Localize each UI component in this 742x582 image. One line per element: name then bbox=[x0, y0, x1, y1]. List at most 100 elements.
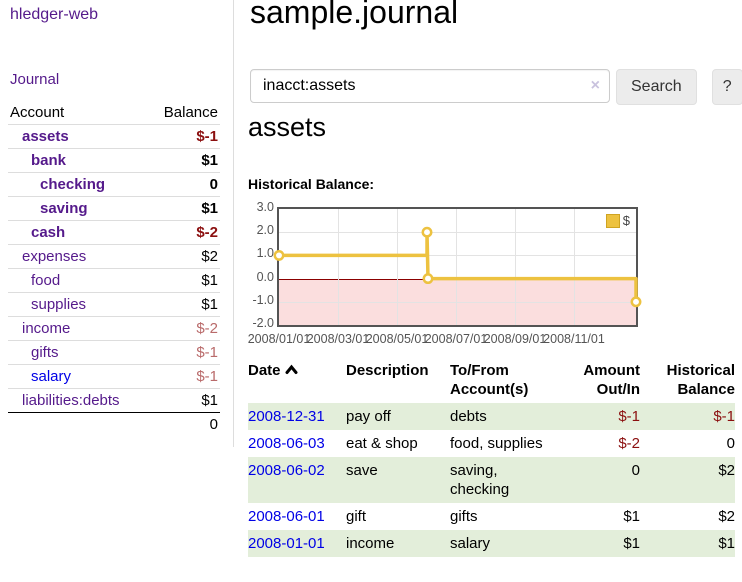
transaction-balance: $2 bbox=[718, 462, 735, 479]
register-row: 2008-01-01 income salary $1 $1 bbox=[248, 530, 735, 557]
account-row-salary: salary $-1 bbox=[8, 364, 220, 389]
transaction-accounts: gifts bbox=[450, 508, 478, 525]
chart-title: Historical Balance: bbox=[248, 176, 375, 192]
account-link-salary[interactable]: salary bbox=[31, 368, 72, 385]
clear-search-icon[interactable]: × bbox=[590, 77, 600, 94]
transaction-accounts: saving, checking bbox=[450, 462, 510, 498]
account-link-bank[interactable]: bank bbox=[31, 152, 67, 169]
transaction-date-link[interactable]: 2008-12-31 bbox=[248, 408, 325, 425]
legend-label: $ bbox=[622, 213, 630, 228]
historical-balance-chart: 3.0 2.0 1.0 0.0 -1.0 -2.0 $ bbox=[248, 200, 735, 348]
column-header-description: Description bbox=[346, 362, 429, 379]
register-row: 2008-12-31 pay off debts $-1 $-1 bbox=[248, 403, 735, 430]
account-row-checking: checking 0 bbox=[8, 172, 220, 197]
transaction-amount: $-1 bbox=[618, 408, 640, 425]
column-header-date[interactable]: Date bbox=[248, 358, 346, 403]
transaction-accounts: debts bbox=[450, 408, 487, 425]
transaction-description: income bbox=[346, 535, 395, 552]
transaction-description: gift bbox=[346, 508, 367, 525]
transaction-balance: 0 bbox=[726, 435, 735, 452]
transaction-date-link[interactable]: 2008-06-02 bbox=[248, 462, 325, 479]
search-input[interactable] bbox=[251, 70, 609, 102]
gridline bbox=[515, 209, 516, 325]
transaction-date-link[interactable]: 2008-01-01 bbox=[248, 535, 325, 552]
sidebar: hledger-web Journal Account Balance asse… bbox=[0, 0, 234, 447]
accounts-total-row: 0 bbox=[8, 412, 220, 436]
account-row-expenses: expenses $2 bbox=[8, 244, 220, 269]
account-link-assets[interactable]: assets bbox=[22, 128, 69, 145]
account-link-cash[interactable]: cash bbox=[31, 224, 66, 241]
data-point bbox=[630, 296, 642, 308]
account-balance: $-2 bbox=[148, 220, 220, 245]
transaction-amount: $1 bbox=[623, 535, 640, 552]
column-header-accounts: To/From Account(s) bbox=[450, 362, 529, 398]
account-balance: 0 bbox=[148, 172, 220, 197]
data-point bbox=[273, 249, 285, 261]
register-table: Date Description To/From Account(s) Amou… bbox=[248, 358, 735, 557]
transaction-amount: $-2 bbox=[618, 435, 640, 452]
transaction-balance: $2 bbox=[718, 508, 735, 525]
account-balance: $1 bbox=[148, 196, 220, 221]
account-row-bank: bank $1 bbox=[8, 148, 220, 173]
column-header-balance: Historical Balance bbox=[666, 362, 735, 398]
balance-line-series bbox=[273, 226, 642, 308]
y-tick-label: 3.0 bbox=[256, 200, 274, 214]
help-button[interactable]: ? bbox=[711, 69, 742, 105]
account-balance: $1 bbox=[148, 388, 220, 413]
register-header-row: Date Description To/From Account(s) Amou… bbox=[248, 358, 735, 403]
gridline bbox=[279, 232, 636, 233]
account-row-saving: saving $1 bbox=[8, 196, 220, 221]
account-balance: $-1 bbox=[148, 364, 220, 389]
transaction-date-link[interactable]: 2008-06-03 bbox=[248, 435, 325, 452]
transaction-accounts: food, supplies bbox=[450, 435, 543, 452]
account-row-supplies: supplies $1 bbox=[8, 292, 220, 317]
account-balance: $-2 bbox=[148, 316, 220, 341]
account-row-liabilities-debts: liabilities:debts $1 bbox=[8, 388, 220, 413]
transaction-description: eat & shop bbox=[346, 435, 418, 452]
account-link-checking[interactable]: checking bbox=[40, 176, 106, 193]
account-balance: $1 bbox=[148, 268, 220, 293]
y-tick-label: 0.0 bbox=[256, 270, 274, 284]
register-row: 2008-06-03 eat & shop food, supplies $-2… bbox=[248, 430, 735, 457]
register-row: 2008-06-02 save saving, checking 0 $2 bbox=[248, 457, 735, 503]
x-tick-label: 2008/09/01 bbox=[483, 332, 547, 346]
account-link-supplies[interactable]: supplies bbox=[31, 296, 87, 313]
x-tick-label: 2008/11/01 bbox=[543, 332, 605, 346]
transaction-date-link[interactable]: 2008-06-01 bbox=[248, 508, 325, 525]
gridline bbox=[574, 209, 575, 325]
column-header-amount: Amount Out/In bbox=[583, 362, 640, 398]
account-link-food[interactable]: food bbox=[31, 272, 61, 289]
search-button[interactable]: Search bbox=[616, 69, 697, 105]
brand-link[interactable]: hledger-web bbox=[10, 6, 99, 23]
transaction-balance: $-1 bbox=[713, 408, 735, 425]
data-point bbox=[422, 273, 434, 285]
x-tick-label: 2008/07/01 bbox=[424, 332, 488, 346]
sort-ascending-icon bbox=[285, 361, 298, 380]
account-link-expenses[interactable]: expenses bbox=[22, 248, 87, 265]
register-row: 2008-06-01 gift gifts $1 $2 bbox=[248, 503, 735, 530]
account-row-assets: assets $-1 bbox=[8, 124, 220, 149]
gridline bbox=[397, 209, 398, 325]
account-link-liabilities-debts[interactable]: liabilities:debts bbox=[22, 392, 120, 409]
transaction-amount: $1 bbox=[623, 508, 640, 525]
data-point bbox=[421, 226, 433, 238]
account-row-income: income $-2 bbox=[8, 316, 220, 341]
account-balance: $1 bbox=[148, 292, 220, 317]
search-box: × bbox=[250, 69, 610, 103]
legend-swatch-icon bbox=[605, 213, 620, 228]
account-balance: $-1 bbox=[148, 124, 220, 149]
account-row-food: food $1 bbox=[8, 268, 220, 293]
transaction-balance: $1 bbox=[718, 535, 735, 552]
accounts-header-row: Account Balance bbox=[8, 101, 220, 125]
account-link-gifts[interactable]: gifts bbox=[31, 344, 59, 361]
account-link-income[interactable]: income bbox=[22, 320, 71, 337]
accounts-header-account: Account bbox=[10, 104, 65, 121]
account-row-gifts: gifts $-1 bbox=[8, 340, 220, 365]
gridline bbox=[456, 209, 457, 325]
sidebar-item-journal[interactable]: Journal bbox=[10, 71, 60, 88]
accounts-header-balance: Balance bbox=[163, 104, 218, 121]
y-tick-label: -2.0 bbox=[252, 316, 274, 330]
gridline bbox=[279, 255, 636, 256]
gridline bbox=[338, 209, 339, 325]
account-link-saving[interactable]: saving bbox=[40, 200, 88, 217]
